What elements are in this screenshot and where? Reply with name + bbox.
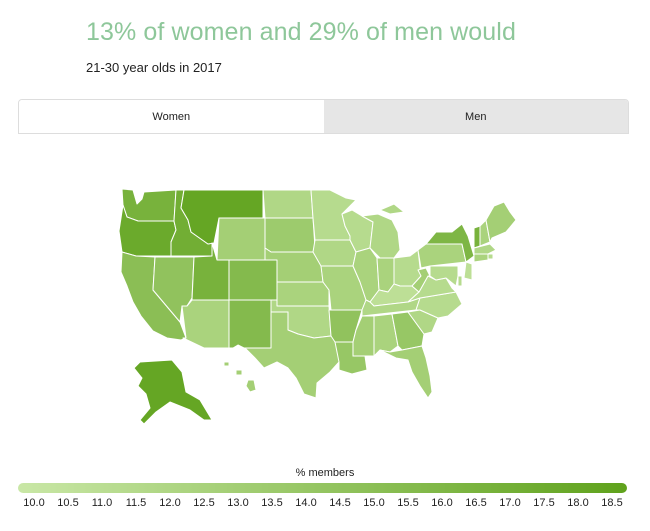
legend-tick-label: 18.0	[567, 497, 589, 509]
tab-men[interactable]: Men	[323, 100, 628, 133]
legend-tick-label: 10.0	[23, 497, 45, 509]
state-pa[interactable]	[417, 243, 467, 269]
legend-tick-label: 13.5	[261, 497, 283, 509]
state-ak[interactable]	[133, 359, 213, 425]
legend-ticks: 10.0 10.5 11.0 11.5 12.0 12.5 13.0 13.5 14.0 14.5…	[0, 497, 650, 513]
state-tx[interactable]	[244, 311, 340, 399]
legend-color-bar	[18, 483, 627, 493]
state-sd[interactable]	[264, 217, 316, 253]
state-wy[interactable]	[216, 217, 266, 261]
state-hi[interactable]	[223, 361, 257, 393]
state-mt[interactable]	[180, 189, 264, 245]
state-ri[interactable]	[487, 253, 494, 260]
tab-women[interactable]: Women	[19, 100, 324, 133]
state-ct[interactable]	[473, 253, 489, 263]
legend-tick-label: 15.5	[397, 497, 419, 509]
state-ny[interactable]	[425, 223, 475, 263]
state-nj[interactable]	[463, 261, 473, 281]
page-subtitle: 21-30 year olds in 2017	[86, 60, 222, 75]
state-az[interactable]	[181, 299, 230, 349]
state-me[interactable]	[485, 201, 517, 243]
state-wv[interactable]	[411, 267, 431, 293]
state-md[interactable]	[429, 265, 459, 287]
legend-tick-label: 12.5	[193, 497, 215, 509]
page-title: 13% of women and 29% of men would	[86, 18, 516, 46]
legend-tick-label: 10.5	[57, 497, 79, 509]
legend-tick-label: 12.0	[159, 497, 181, 509]
legend-tick-label: 17.0	[499, 497, 521, 509]
legend-tick-label: 14.0	[295, 497, 317, 509]
state-nm[interactable]	[228, 299, 272, 349]
legend-tick-label: 11.0	[91, 497, 113, 509]
state-nd[interactable]	[262, 189, 314, 219]
gender-tabs: Women Men	[18, 99, 629, 134]
state-wa[interactable]	[121, 188, 177, 222]
state-ia[interactable]	[312, 239, 357, 267]
legend-tick-label: 15.0	[363, 497, 385, 509]
state-ks[interactable]	[276, 281, 330, 307]
legend-title: % members	[295, 467, 355, 479]
state-ma[interactable]	[473, 243, 497, 255]
state-vt[interactable]	[473, 225, 481, 249]
legend-tick-label: 16.5	[465, 497, 487, 509]
legend-tick-label: 18.5	[601, 497, 623, 509]
legend-tick-label: 16.0	[431, 497, 453, 509]
state-de[interactable]	[457, 275, 463, 287]
state-fl[interactable]	[379, 345, 433, 399]
legend-tick-label: 13.0	[227, 497, 249, 509]
state-co[interactable]	[228, 259, 278, 301]
legend-tick-label: 17.5	[533, 497, 555, 509]
legend-tick-label: 14.5	[329, 497, 351, 509]
legend-tick-label: 11.5	[125, 497, 147, 509]
